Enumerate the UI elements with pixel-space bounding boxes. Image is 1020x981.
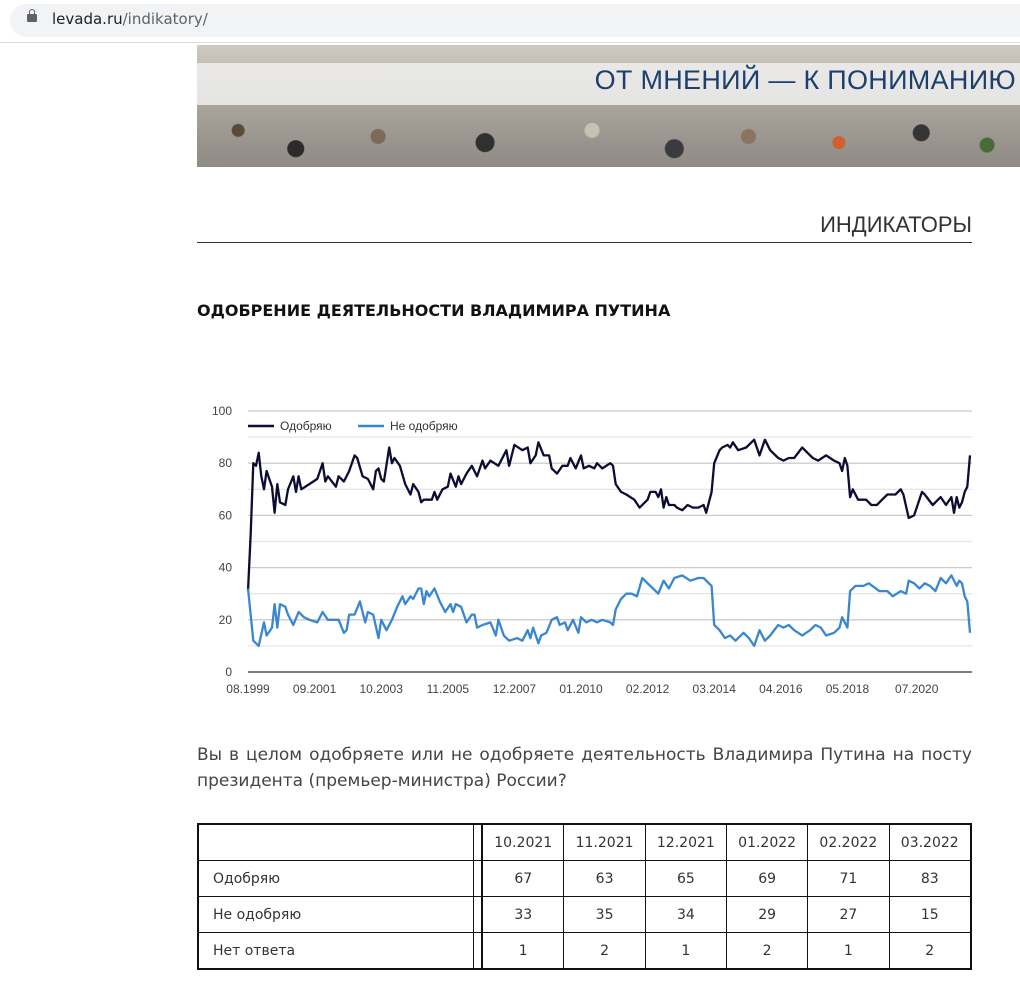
row-label: Нет ответа bbox=[197, 932, 474, 970]
x-tick-label: 01.2010 bbox=[559, 682, 603, 696]
address-bar[interactable] bbox=[10, 4, 1020, 37]
table-cell: 2 bbox=[888, 932, 972, 970]
toolbar-divider bbox=[0, 42, 1020, 43]
lock-icon bbox=[27, 9, 37, 22]
banner-slogan: ОТ МНЕНИЙ — К ПОНИМАНИЮ bbox=[594, 65, 1016, 95]
y-tick-label: 20 bbox=[219, 613, 233, 627]
row-label: Одобряю bbox=[197, 860, 474, 897]
x-tick-label: 10.2003 bbox=[360, 682, 404, 696]
chart-title: ОДОБРЕНИЕ ДЕЯТЕЛЬНОСТИ ВЛАДИМИРА ПУТИНА bbox=[197, 301, 671, 320]
separator-cell bbox=[473, 932, 483, 970]
section-divider bbox=[197, 242, 972, 243]
table-row: Нет ответа 1 2 1 2 1 2 bbox=[197, 932, 972, 970]
url-path: /indikatory/ bbox=[122, 10, 208, 28]
table-cell: 34 bbox=[644, 896, 727, 933]
row-label: Не одобряю bbox=[197, 896, 474, 933]
table-cell: 2 bbox=[563, 932, 646, 970]
table-row: Не одобряю 33 35 34 29 27 15 bbox=[197, 896, 972, 933]
url-host: levada.ru bbox=[52, 10, 123, 28]
x-tick-label: 02.2012 bbox=[626, 682, 670, 696]
table-cell: 65 bbox=[644, 860, 727, 897]
table-cell: 71 bbox=[807, 860, 890, 897]
table-cell: 1 bbox=[481, 932, 565, 970]
legend-label: Не одобряю bbox=[390, 419, 458, 433]
column-header: 10.2021 bbox=[481, 823, 565, 861]
table-cell: 33 bbox=[481, 896, 565, 933]
table-cell: 1 bbox=[644, 932, 727, 970]
y-tick-label: 100 bbox=[212, 404, 232, 418]
table-cell: 1 bbox=[807, 932, 890, 970]
x-tick-label: 04.2016 bbox=[759, 682, 803, 696]
survey-question: Вы в целом одобряете или не одобряете де… bbox=[197, 745, 972, 791]
table-cell: 63 bbox=[563, 860, 646, 897]
table-cell: 69 bbox=[725, 860, 809, 897]
table-cell: 83 bbox=[888, 860, 972, 897]
results-table: 10.2021 11.2021 12.2021 01.2022 02.2022 03.20… bbox=[197, 823, 972, 970]
approval-chart: 0 20 40 60 80 100 08.1999 09.2001 10.2003 11.2005… bbox=[212, 404, 972, 696]
x-tick-label: 11.2005 bbox=[427, 682, 470, 696]
separator-cell bbox=[473, 896, 483, 933]
y-tick-label: 0 bbox=[225, 665, 232, 679]
table-header-row: 10.2021 11.2021 12.2021 01.2022 02.2022 03.20… bbox=[197, 823, 972, 861]
y-tick-label: 60 bbox=[219, 508, 233, 522]
x-tick-label: 07.2020 bbox=[895, 682, 939, 696]
header-empty-cell bbox=[197, 823, 474, 861]
separator-cell bbox=[473, 860, 483, 897]
separator-cell bbox=[473, 823, 483, 861]
url-text[interactable]: levada.ru/indikatory/ bbox=[52, 10, 208, 28]
column-header: 01.2022 bbox=[725, 823, 809, 861]
table-cell: 15 bbox=[888, 896, 972, 933]
section-title: ИНДИКАТОРЫ bbox=[820, 212, 972, 237]
column-header: 03.2022 bbox=[888, 823, 972, 861]
x-tick-label: 08.1999 bbox=[226, 682, 270, 696]
column-header: 02.2022 bbox=[807, 823, 890, 861]
table-cell: 35 bbox=[563, 896, 646, 933]
table-row: Одобряю 67 63 65 69 71 83 bbox=[197, 860, 972, 897]
table-cell: 27 bbox=[807, 896, 890, 933]
x-tick-label: 12.2007 bbox=[493, 682, 537, 696]
header-banner: ОТ МНЕНИЙ — К ПОНИМАНИЮ bbox=[197, 45, 1020, 167]
table-cell: 29 bbox=[725, 896, 809, 933]
legend-label: Одобряю bbox=[280, 419, 332, 433]
series-line-disapprove bbox=[246, 574, 972, 648]
x-tick-label: 03.2014 bbox=[693, 682, 737, 696]
x-tick-label: 09.2001 bbox=[293, 682, 337, 696]
y-tick-label: 40 bbox=[219, 561, 233, 575]
y-tick-label: 80 bbox=[219, 456, 233, 470]
column-header: 11.2021 bbox=[563, 823, 646, 861]
column-header: 12.2021 bbox=[644, 823, 727, 861]
banner-strip bbox=[197, 63, 1020, 105]
series-line-approve bbox=[246, 438, 972, 592]
table-cell: 67 bbox=[481, 860, 565, 897]
x-tick-label: 05.2018 bbox=[826, 682, 870, 696]
table-cell: 2 bbox=[725, 932, 809, 970]
